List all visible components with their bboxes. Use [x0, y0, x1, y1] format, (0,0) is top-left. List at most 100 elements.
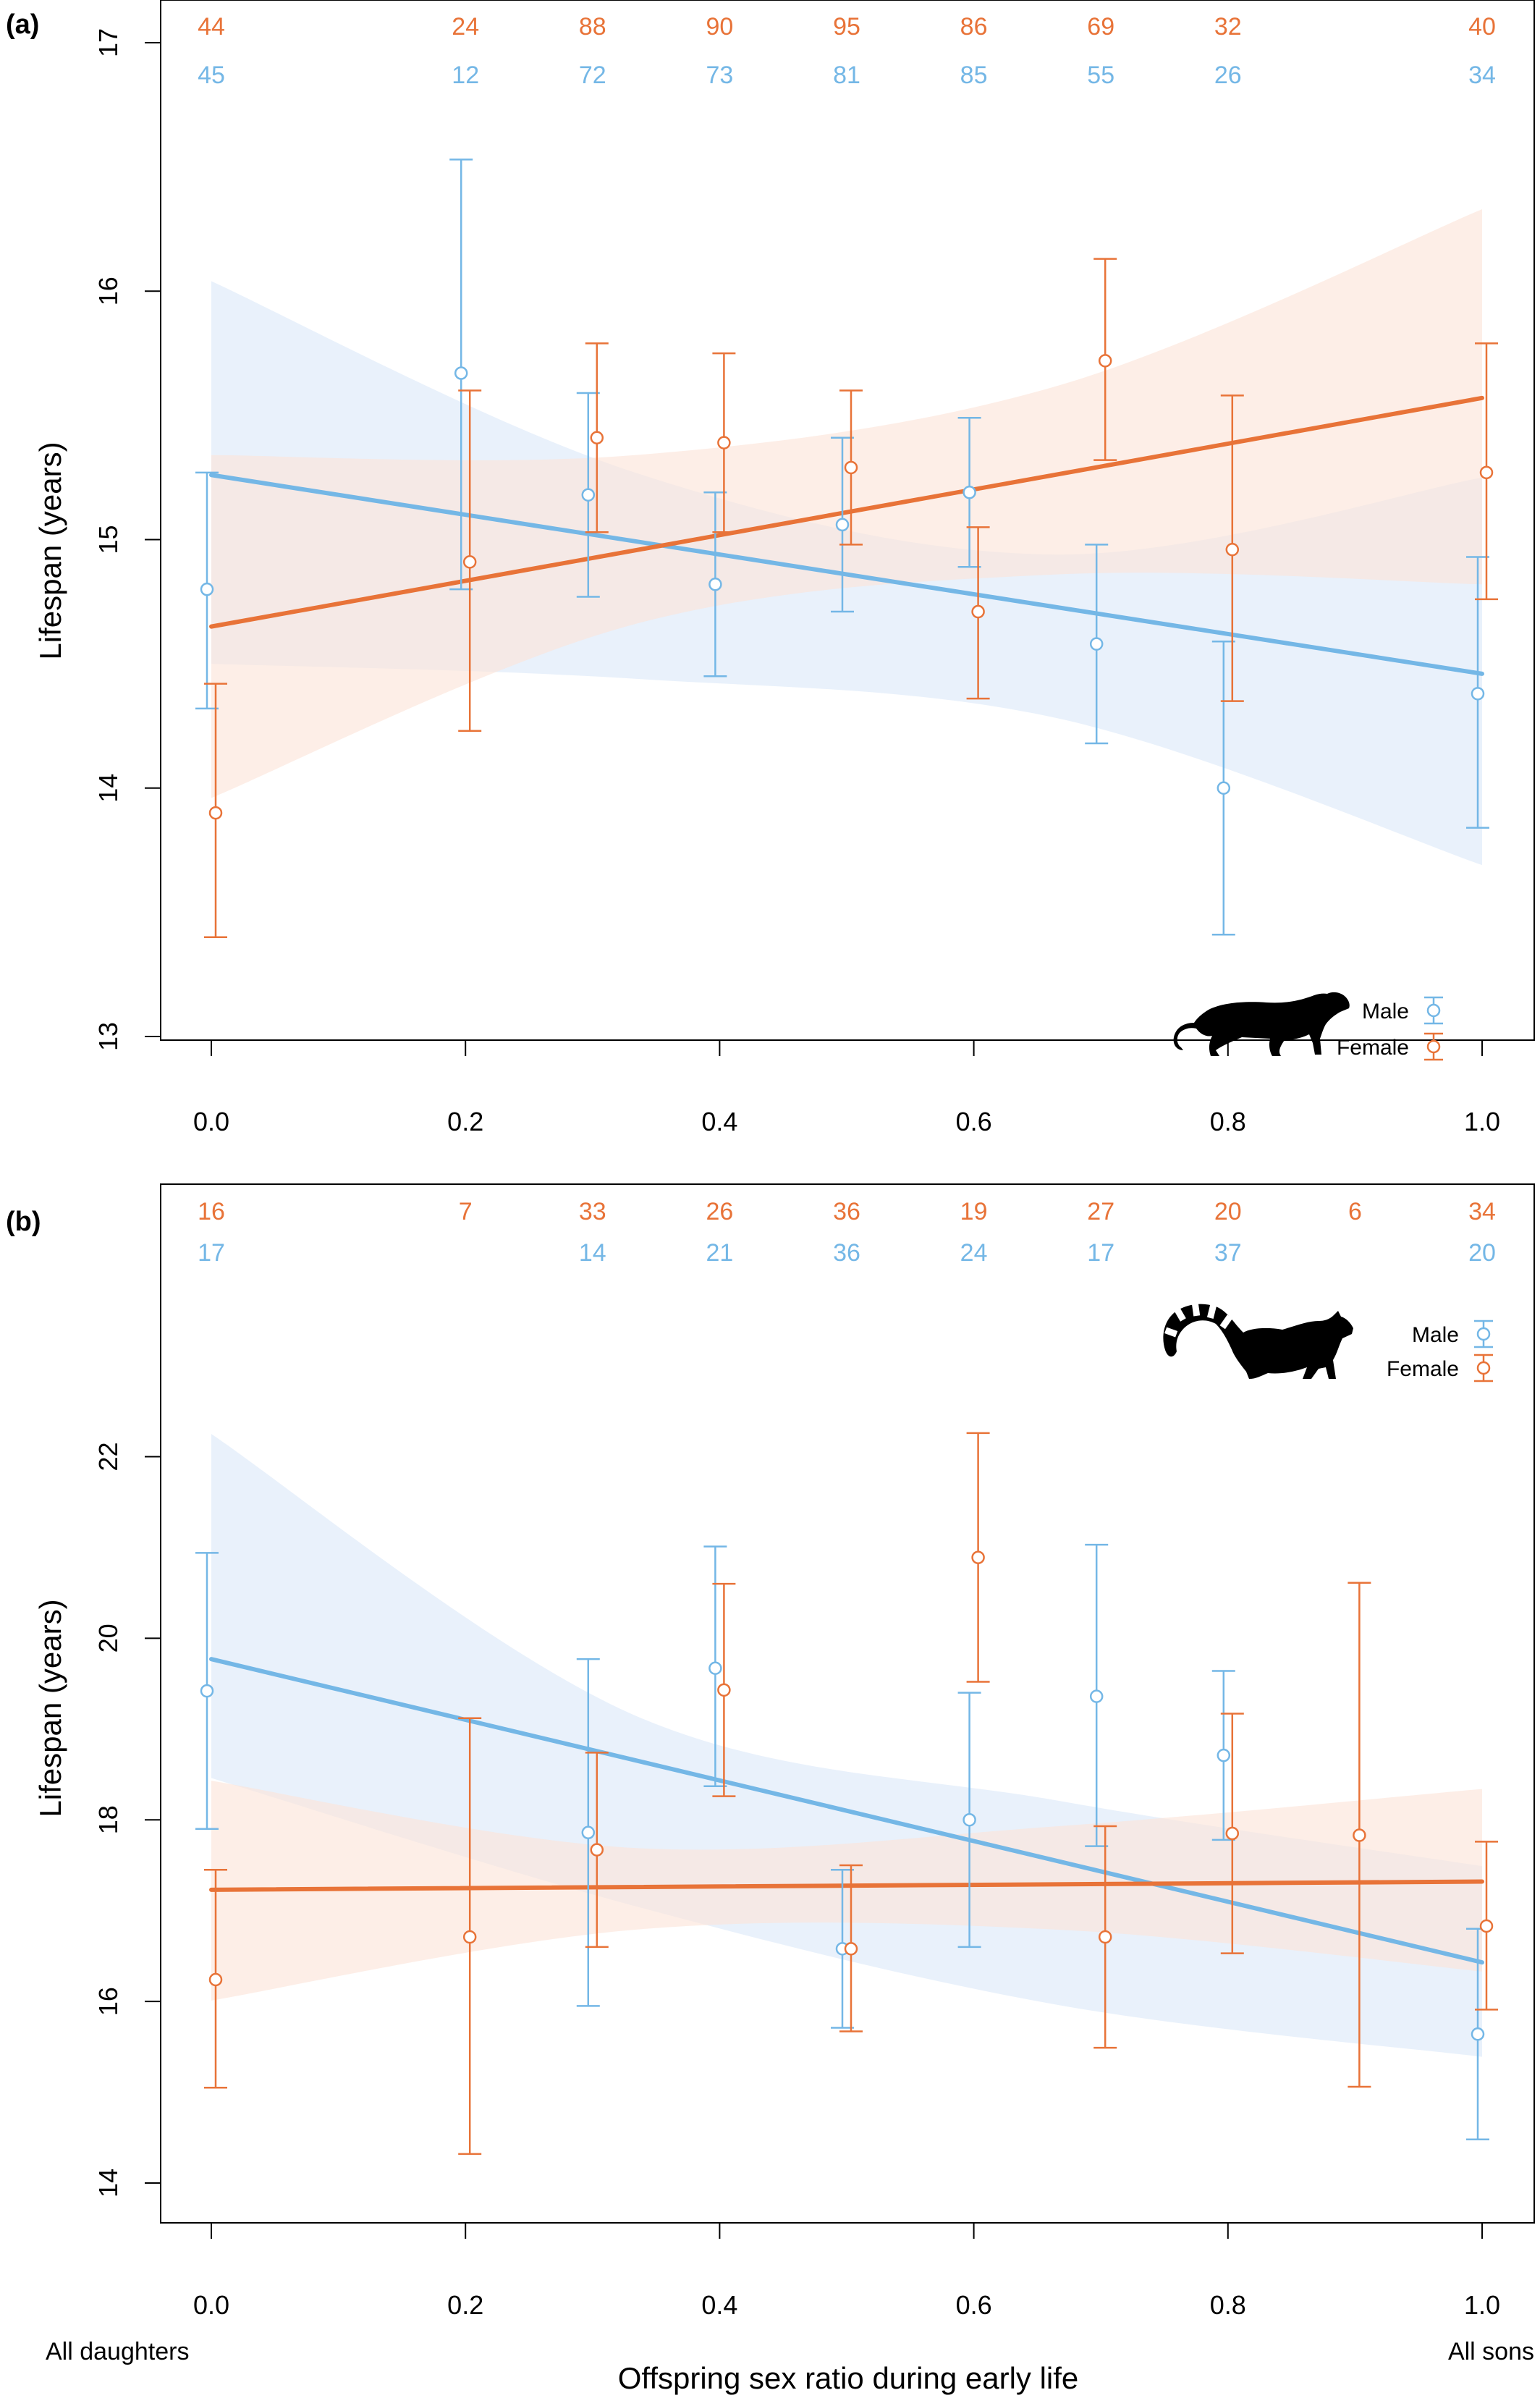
count-male: 34	[1468, 62, 1496, 89]
count-male: 72	[579, 62, 606, 89]
count-female: 6	[1348, 1198, 1362, 1225]
data-point-female	[1098, 1930, 1112, 1944]
data-point-female	[462, 555, 477, 569]
count-female: 34	[1468, 1198, 1496, 1225]
x-left-label: All daughters	[46, 2338, 189, 2365]
legend: Male Female	[1387, 1320, 1493, 1382]
count-female: 44	[198, 13, 225, 41]
count-female: 88	[579, 13, 606, 41]
confidence-band-female	[211, 1781, 1482, 2001]
count-female: 16	[198, 1198, 225, 1225]
y-tick-label: 16	[93, 276, 123, 305]
count-male: 26	[1214, 62, 1242, 89]
count-female: 40	[1468, 13, 1496, 41]
data-point-female	[1098, 354, 1112, 368]
count-male: 36	[833, 1239, 860, 1267]
fit-lines	[209, 395, 1484, 676]
data-point-male	[1471, 2027, 1485, 2041]
y-tick-label: 22	[93, 1442, 123, 1471]
y-tick-label: 14	[93, 774, 123, 803]
x-tick-label: 0.8	[1210, 1107, 1246, 1136]
count-male: 24	[960, 1239, 988, 1267]
data-point-male	[708, 1661, 722, 1675]
count-female: 86	[960, 13, 988, 41]
legend: Male Female	[1337, 996, 1443, 1061]
data-point-male	[708, 578, 722, 591]
data-point-male	[962, 1812, 976, 1827]
x-tick-label: 0.2	[447, 1107, 483, 1136]
data-point-male	[454, 366, 468, 380]
count-female: 26	[706, 1198, 733, 1225]
y-axis: 13 14 15 16 17	[93, 28, 161, 1051]
data-point-male	[581, 488, 596, 502]
data-point-male	[1217, 781, 1231, 795]
data-point-female	[1479, 1919, 1494, 1933]
y-tick-label: 16	[93, 1987, 123, 2016]
data-point-female	[208, 806, 223, 820]
data-point-female	[1353, 1828, 1366, 1842]
count-male: 17	[1087, 1239, 1114, 1267]
y-axis-label: Lifespan (years)	[33, 442, 67, 659]
data-point-male	[200, 582, 214, 596]
data-point-female	[1225, 1826, 1240, 1841]
count-male: 12	[452, 62, 479, 89]
data-point-male	[835, 518, 850, 532]
count-female: 24	[452, 13, 479, 41]
data-point-female	[1225, 542, 1240, 557]
data-point-female	[844, 1942, 858, 1956]
data-point-female	[1479, 465, 1494, 480]
confidence-band-female	[211, 208, 1482, 798]
data-point-female	[590, 1843, 604, 1857]
panel-a: (a) 44 45 24 12 88 72 90 73 95 81 86 85 69 55 32 26 40 34…	[6, 0, 1535, 1136]
plot-frame	[160, 0, 1535, 1041]
data-point-male	[1089, 1689, 1104, 1703]
fit-line-female	[209, 1879, 1484, 1892]
data-point-female	[971, 1550, 985, 1564]
data-point-female	[590, 431, 604, 445]
y-tick-label: 15	[93, 525, 123, 554]
x-tick-label: 0.2	[447, 2290, 483, 2320]
count-female: 95	[833, 13, 860, 41]
count-female: 36	[833, 1198, 860, 1225]
count-male: 81	[833, 62, 860, 89]
fit-line-male	[209, 473, 1484, 676]
data-point-female	[208, 1972, 223, 1987]
panel-label-a: (a)	[6, 9, 39, 40]
y-tick-label: 14	[93, 2169, 123, 2198]
y-tick-label: 20	[93, 1624, 123, 1652]
x-tick-label: 1.0	[1464, 2290, 1500, 2320]
data-point-male	[1471, 687, 1485, 701]
x-tick-label: 0.4	[701, 2290, 737, 2320]
count-female: 32	[1214, 13, 1242, 41]
data-point-male	[962, 486, 976, 499]
count-male: 45	[198, 62, 225, 89]
count-female: 20	[1214, 1198, 1242, 1225]
count-male: 37	[1214, 1239, 1242, 1267]
legend-label-male: Male	[1362, 1000, 1409, 1023]
legend-label-male: Male	[1412, 1323, 1459, 1347]
legend-label-female: Female	[1387, 1357, 1459, 1381]
plot-frame	[160, 1183, 1535, 2224]
x-axis: 0.0 0.2 0.4 0.6 0.8 1.0	[193, 1040, 1500, 1136]
data-point-male	[200, 1684, 214, 1698]
data-point-female	[462, 1930, 477, 1944]
data-points	[200, 354, 1494, 820]
legend-marker-male	[1476, 1327, 1491, 1341]
x-right-label: All sons	[1448, 2338, 1534, 2365]
x-tick-label: 0.6	[956, 1107, 992, 1136]
x-tick-label: 0.8	[1210, 2290, 1246, 2320]
x-tick-label: 0.0	[193, 1107, 229, 1136]
count-male: 20	[1468, 1239, 1496, 1267]
data-point-male	[1089, 637, 1104, 651]
legend-marker-female	[1426, 1039, 1441, 1054]
x-tick-label: 0.0	[193, 2290, 229, 2320]
count-male: 17	[198, 1239, 225, 1267]
y-tick-label: 18	[93, 1805, 123, 1834]
legend-label-female: Female	[1337, 1036, 1409, 1060]
x-axis: 0.0 0.2 0.4 0.6 0.8 1.0	[193, 2223, 1500, 2320]
confidence-bands	[211, 1434, 1482, 2057]
sample-size-labels: 44 45 24 12 88 72 90 73 95 81 86 85 69 55 32 26 40 34	[198, 13, 1496, 89]
panel-label-b: (b)	[6, 1207, 41, 1237]
count-female: 7	[459, 1198, 473, 1225]
count-male: 14	[579, 1239, 606, 1267]
